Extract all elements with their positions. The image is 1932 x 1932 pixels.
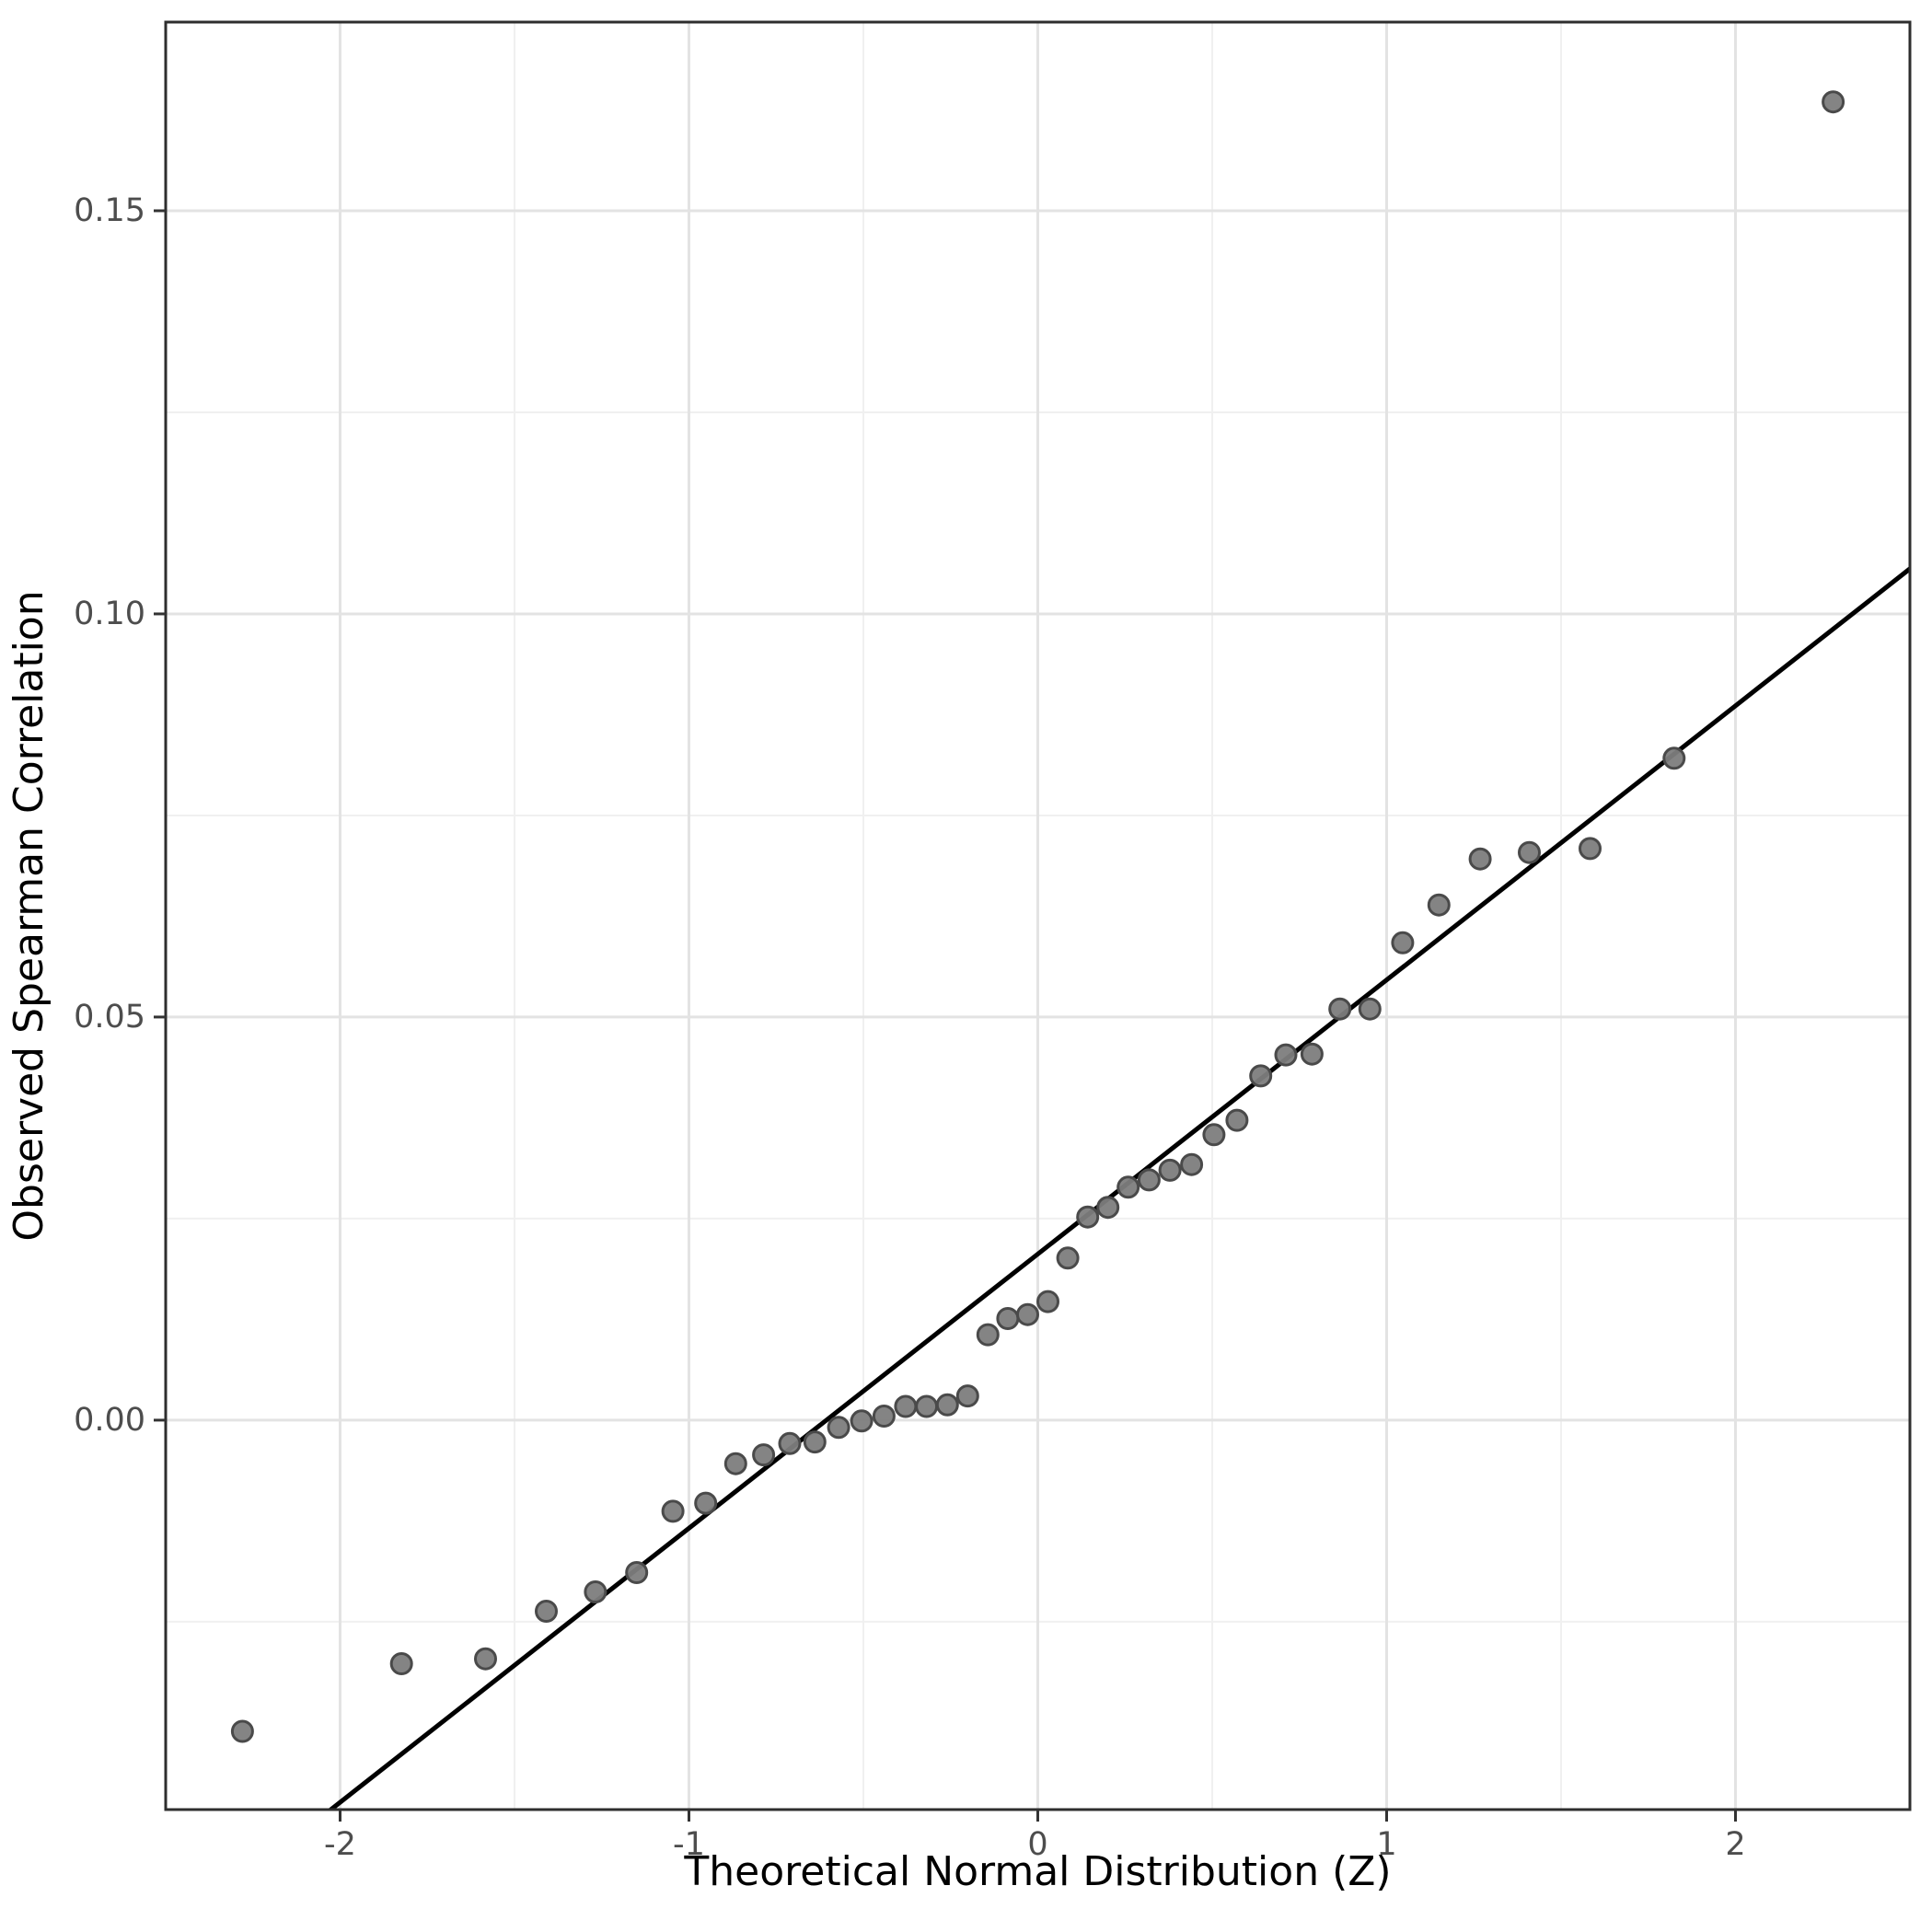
data-point: [803, 1430, 827, 1454]
data-point: [661, 1499, 685, 1523]
data-point: [827, 1416, 850, 1440]
data-point: [872, 1405, 896, 1428]
data-point: [752, 1443, 776, 1467]
data-point: [1056, 1246, 1080, 1270]
data-point: [1468, 847, 1492, 871]
data-point: [694, 1491, 718, 1515]
data-point: [1036, 1290, 1059, 1313]
data-point: [535, 1600, 558, 1623]
data-point: [1116, 1175, 1140, 1199]
x-tick-label: -1: [673, 1826, 705, 1863]
data-point: [1225, 1108, 1249, 1132]
data-point: [996, 1307, 1020, 1330]
data-point: [1202, 1123, 1226, 1147]
major-gridlines: [166, 22, 1910, 1810]
data-point: [1579, 837, 1602, 861]
y-tick-label: 0.05: [74, 999, 145, 1035]
data-point: [955, 1384, 979, 1408]
y-tick-label: 0.00: [74, 1402, 145, 1439]
data-point: [1249, 1064, 1273, 1088]
axis-tick-marks: [154, 209, 1737, 1822]
x-axis-title: Theoretical Normal Distribution (Z): [683, 1848, 1391, 1895]
data-point: [230, 1719, 254, 1743]
x-tick-label: -2: [324, 1826, 356, 1863]
data-point: [1180, 1152, 1204, 1176]
data-point: [1137, 1168, 1161, 1192]
data-point: [1358, 997, 1382, 1021]
y-axis-title: Observed Spearman Correlation: [6, 590, 52, 1241]
data-point: [976, 1323, 1000, 1347]
data-point: [1391, 931, 1415, 954]
x-tick-label: 2: [1725, 1826, 1745, 1863]
data-point: [625, 1561, 649, 1584]
data-point: [1518, 840, 1541, 864]
data-point: [1096, 1196, 1120, 1220]
data-point: [1328, 997, 1352, 1021]
y-axis-tick-labels: 0.15 0.10 0.05 0.00: [74, 192, 145, 1439]
qq-reference-line: [327, 566, 1910, 1810]
data-point: [894, 1394, 918, 1418]
data-point: [1016, 1302, 1039, 1326]
data-point: [935, 1393, 959, 1417]
data-point: [915, 1394, 939, 1418]
data-point: [1274, 1043, 1298, 1067]
x-tick-label: 0: [1027, 1826, 1047, 1863]
data-point: [1158, 1158, 1182, 1182]
data-point: [723, 1452, 747, 1475]
data-point: [389, 1652, 413, 1675]
x-tick-label: 1: [1376, 1826, 1396, 1863]
scatter-points: [230, 90, 1845, 1743]
data-point: [850, 1409, 873, 1433]
data-point: [1662, 746, 1686, 770]
data-point: [1822, 90, 1845, 114]
x-axis-tick-labels: -2 -1 0 1 2: [324, 1826, 1746, 1863]
data-point: [474, 1647, 497, 1671]
data-point: [1300, 1042, 1324, 1066]
y-tick-label: 0.15: [74, 192, 145, 229]
data-point: [1076, 1205, 1100, 1229]
data-point: [778, 1431, 802, 1455]
data-point: [584, 1580, 607, 1603]
data-point: [1427, 893, 1451, 917]
y-tick-label: 0.10: [74, 596, 145, 632]
